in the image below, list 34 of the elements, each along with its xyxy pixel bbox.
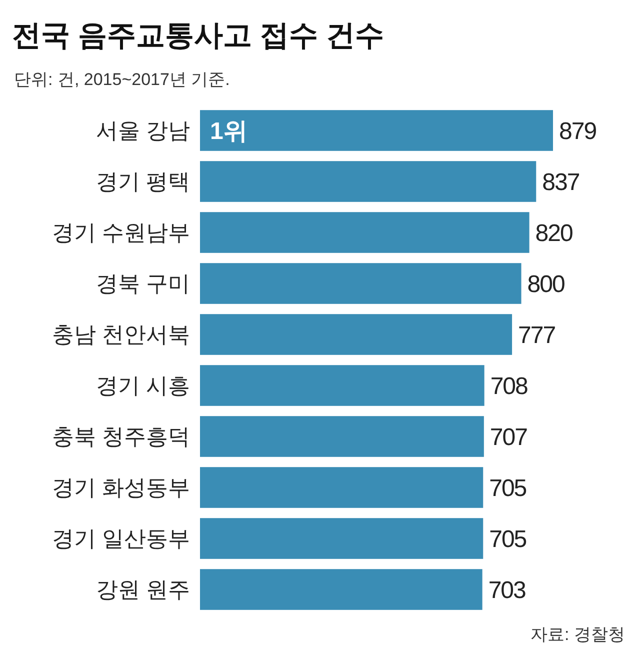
bar	[200, 263, 522, 304]
bar	[200, 161, 536, 202]
data-label: 708	[490, 372, 528, 400]
chart-title: 전국 음주교통사고 접수 건수	[12, 20, 384, 52]
annotation: 자료: 경찰청	[530, 625, 625, 644]
data-label: 800	[527, 270, 565, 298]
y-tick-label: 경기 시흥	[96, 373, 190, 398]
bar	[200, 212, 530, 253]
data-label: 777	[518, 322, 556, 349]
data-label: 705	[489, 474, 527, 502]
data-label: 707	[490, 424, 528, 451]
bar	[200, 314, 512, 355]
y-tick-label: 경기 수원남부	[52, 220, 190, 246]
chart-subtitle: 단위: 건, 2015~2017년 기준.	[14, 70, 230, 89]
data-label: 703	[488, 576, 526, 604]
y-tick-label: 경기 일산동부	[52, 526, 190, 552]
y-tick-label: 경북 구미	[96, 271, 190, 296]
data-label: 837	[542, 168, 580, 196]
y-tick-label: 경기 평택	[96, 169, 190, 194]
bar	[200, 467, 484, 508]
bar	[200, 365, 484, 406]
y-tick-label: 충남 천안서북	[52, 322, 190, 348]
y-tick-label: 충북 청주흥덕	[52, 424, 190, 450]
bar	[200, 110, 553, 151]
bar	[200, 416, 484, 457]
y-tick-label: 강원 원주	[96, 577, 190, 602]
y-tick-label: 경기 화성동부	[52, 475, 190, 500]
data-label: 820	[535, 220, 573, 247]
bar	[200, 518, 484, 559]
bar	[200, 569, 482, 610]
data-label: 879	[559, 118, 597, 145]
data-label: 705	[489, 526, 527, 553]
annotation: 1위	[210, 118, 248, 145]
y-tick-label: 서울 강남	[96, 118, 190, 144]
